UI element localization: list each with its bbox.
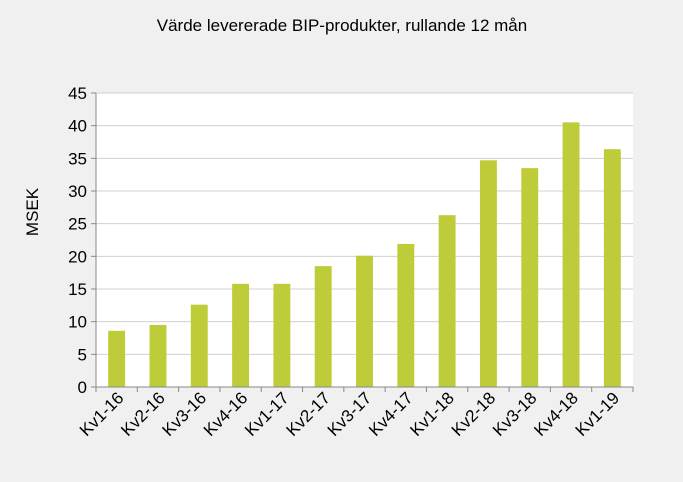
y-tick-label: 15 [68, 280, 87, 299]
bar [273, 283, 291, 387]
bar [438, 215, 456, 387]
axes [95, 93, 633, 388]
y-tick-label: 5 [78, 345, 87, 364]
y-tick-labels: 0 5 10 15 20 25 30 35 40 45 [68, 84, 87, 397]
bar [108, 330, 126, 387]
bar [603, 149, 621, 387]
x-tick-label: Kv2-18 [448, 388, 500, 440]
bar [190, 304, 208, 387]
y-tick-label: 30 [68, 182, 87, 201]
y-tick-label: 20 [68, 247, 87, 266]
x-tick-labels: Kv1-16Kv2-16Kv3-16Kv4-16Kv1-17Kv2-17Kv3-… [76, 388, 623, 440]
bar [397, 243, 415, 387]
y-tick-label: 25 [68, 215, 87, 234]
bar [232, 283, 250, 387]
bar [479, 160, 497, 387]
x-tick-label: Kv2-17 [282, 388, 334, 440]
x-tick-label: Kv4-16 [200, 388, 252, 440]
y-tick-label: 10 [68, 313, 87, 332]
x-tick-label: Kv3-17 [324, 388, 376, 440]
bar [149, 324, 167, 387]
y-tick-label: 45 [68, 84, 87, 103]
y-axis-label: MSEK [23, 187, 42, 236]
y-tick-label: 0 [78, 378, 87, 397]
x-tick-label: Kv1-17 [241, 388, 293, 440]
x-tick-label: Kv1-19 [572, 388, 624, 440]
bar [562, 122, 580, 388]
bar [314, 266, 332, 387]
x-tick-label: Kv4-18 [530, 388, 582, 440]
bar [356, 255, 373, 387]
chart-title: Värde levererade BIP-produkter, rullande… [157, 16, 527, 35]
x-tick-label: Kv2-16 [117, 388, 169, 440]
bar [521, 168, 539, 387]
y-tick-label: 40 [68, 117, 87, 136]
x-tick-label: Kv1-18 [406, 388, 458, 440]
x-tick-label: Kv3-16 [159, 388, 211, 440]
y-tick-label: 35 [68, 149, 87, 168]
x-tick-label: Kv3-18 [489, 388, 541, 440]
x-tick-label: Kv4-17 [365, 388, 417, 440]
bars [108, 122, 621, 388]
